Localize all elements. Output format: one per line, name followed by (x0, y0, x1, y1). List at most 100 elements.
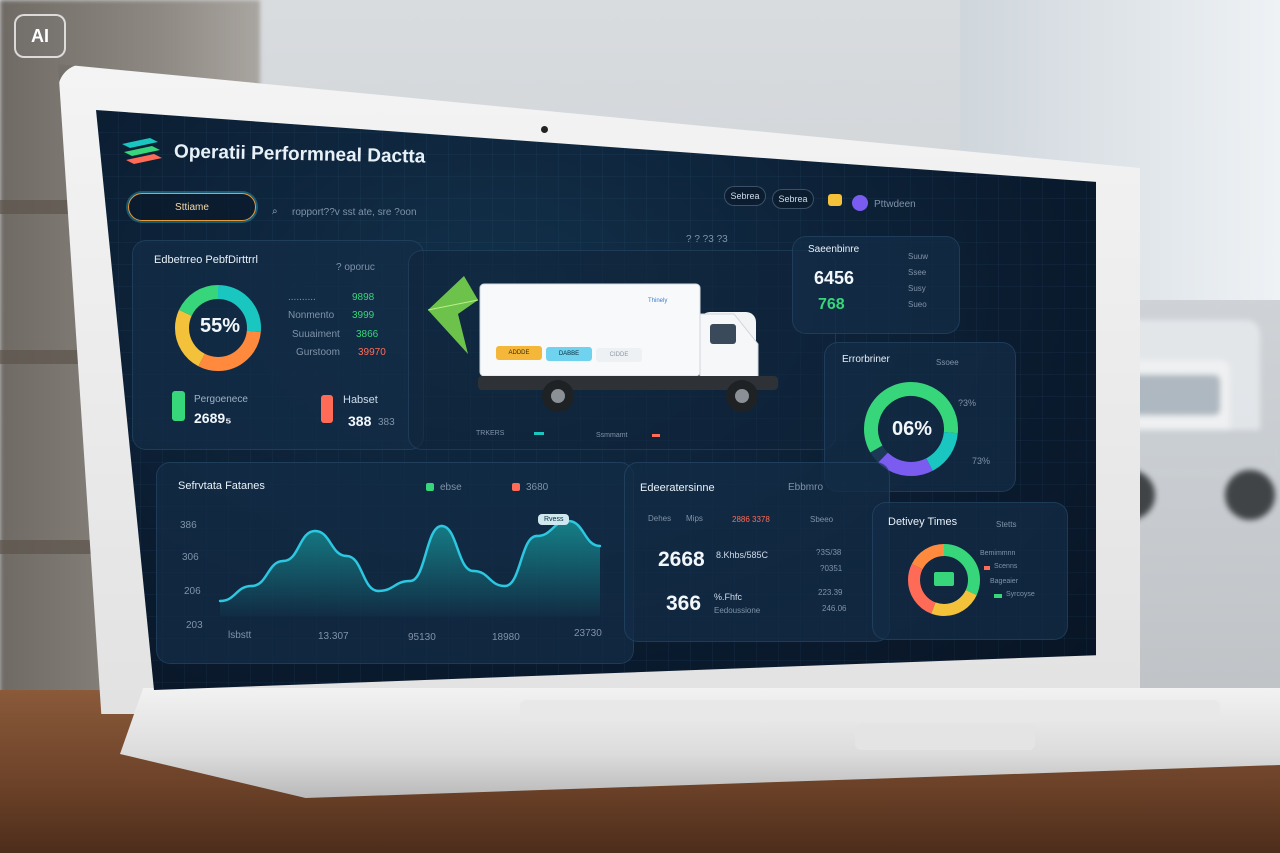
trend-x-tick: 23730 (574, 628, 602, 639)
trend-point (218, 599, 222, 603)
trend-point (313, 529, 317, 533)
search-icon[interactable]: ⌕ (272, 206, 278, 217)
metrics-row1-value: 2668 (658, 548, 705, 571)
delivery-menu[interactable]: Stetts (996, 520, 1017, 529)
summary-side-item: Susy (908, 284, 926, 293)
metrics-row2-right: 223.39 (818, 588, 843, 597)
trend-x-tick: 13.307 (318, 631, 349, 642)
stat-right-sub: 383 (378, 417, 395, 428)
trend-x-tick: 95130 (408, 632, 436, 643)
avatar[interactable] (852, 195, 868, 211)
metrics-col: Dehes (648, 514, 672, 523)
delivery-legend-swatch (984, 566, 990, 570)
metrics-row2-sub: %.Fhfc (714, 592, 743, 602)
fleet-legend-item: TRKERS (476, 430, 505, 437)
trend-point (345, 554, 348, 558)
trend-x-tick: lsbstt (228, 630, 252, 641)
stat-right-value: 388 (348, 413, 372, 429)
toolbar-button-1[interactable]: Sebrea (724, 186, 766, 206)
efficiency-title: Errorbriner (842, 354, 890, 365)
trend-title: Sefrvtata Fatanes (178, 480, 265, 492)
trend-x-tick: 18980 (492, 632, 520, 643)
trend-chart (218, 519, 602, 616)
trend-y-tick: 203 (186, 620, 203, 631)
phone-icon (172, 391, 185, 421)
metrics-row2-right: 246.06 (822, 604, 847, 613)
trackpad (855, 724, 1035, 750)
trend-point (472, 569, 475, 573)
stat-left-label: Pergoenece (194, 394, 248, 405)
trend-area-fill (220, 521, 600, 616)
truck-label: ADDDE (496, 346, 542, 360)
trend-point (250, 584, 253, 588)
fleet-mini-icons: ? ? ?3 ?3 (686, 234, 728, 245)
metrics-col: Sbeeo (810, 515, 834, 524)
app-logo-icon (122, 138, 162, 164)
trend-point (282, 559, 285, 563)
metrics-col: 2886 3378 (732, 515, 770, 524)
perf-row-value: 3866 (356, 329, 379, 340)
perf-row-label: Nonmento (288, 310, 335, 321)
summary-side-item: Suuw (908, 252, 929, 261)
metrics-row2-sub2: Eedoussione (714, 606, 761, 615)
delivery-legend-item: Bemimmnn (980, 550, 1016, 557)
efficiency-side-bottom: 73% (972, 456, 991, 466)
truck-label: CIDDE (596, 348, 642, 362)
trend-legend-swatch (426, 483, 434, 491)
truck-logo: Thinely (648, 298, 668, 304)
delivery-title: Detivey Times (888, 516, 958, 528)
summary-panel (792, 236, 960, 334)
delivery-legend-item: Scenns (994, 563, 1018, 570)
performance-donut (175, 285, 261, 371)
summary-value-2: 768 (818, 296, 845, 313)
metrics-menu[interactable]: Ebbmro (788, 482, 824, 493)
keyboard (520, 700, 1220, 722)
trend-point (535, 534, 538, 538)
fleet-legend-swatch (534, 432, 544, 435)
performance-donut-value: 55% (200, 315, 241, 337)
perf-row-label: Suuaiment (292, 329, 340, 340)
summary-side-item: Sueo (908, 300, 927, 309)
fleet-legend-swatch (652, 434, 660, 437)
performance-title: Edbetrreo PebfDirttrrl (154, 254, 258, 266)
efficiency-menu[interactable]: Ssoee (936, 358, 959, 367)
webcam (541, 126, 548, 133)
trend-legend-item: 3680 (526, 482, 549, 493)
efficiency-side-top: ?3% (958, 398, 977, 408)
tablet-icon (321, 395, 333, 423)
trend-legend-swatch (512, 483, 520, 491)
delivery-legend-swatch (994, 594, 1002, 598)
trend-point (440, 524, 443, 528)
delivery-legend-item: Bageaier (990, 578, 1019, 585)
summary-title: Saeenbinre (808, 244, 860, 255)
user-label[interactable]: Pttwdeen (874, 199, 916, 210)
trend-y-tick: 206 (184, 586, 201, 597)
fleet-legend-item: Ssmmamt (596, 432, 628, 439)
filter-label: Sttiame (175, 201, 209, 213)
metrics-row2-value: 366 (666, 592, 702, 615)
filter-dropdown[interactable]: Sttiame (128, 193, 256, 221)
trend-point (503, 584, 507, 588)
summary-value-1: 6456 (814, 268, 855, 288)
trend-y-tick: 386 (180, 520, 197, 531)
perf-row-value: 3999 (352, 310, 375, 321)
notification-icon[interactable] (828, 194, 842, 206)
trend-point (408, 579, 412, 583)
efficiency-donut (864, 382, 958, 476)
toolbar-button-2[interactable]: Sebrea (772, 189, 814, 209)
metrics-panel (624, 462, 890, 642)
metrics-title: Edeeratersinne (640, 482, 715, 494)
perf-row-label: Gurstoom (296, 347, 340, 358)
ai-badge: AI (14, 14, 66, 58)
efficiency-value: 06% (892, 418, 933, 440)
trend-y-tick: 306 (182, 552, 199, 563)
perf-row-value: 9898 (352, 292, 375, 303)
perf-row-label: .......... (288, 292, 316, 303)
delivery-donut (908, 544, 980, 616)
stat-right-label: Habset (343, 394, 378, 406)
metrics-col: Mips (686, 514, 703, 523)
performance-menu[interactable]: ? oporuc (336, 262, 375, 273)
search-text[interactable]: ropport??v sst ate, sre ?oon (292, 207, 417, 218)
trend-tooltip: Rvess (538, 514, 570, 525)
delivery-legend-item: Syrcoyse (1006, 591, 1035, 598)
